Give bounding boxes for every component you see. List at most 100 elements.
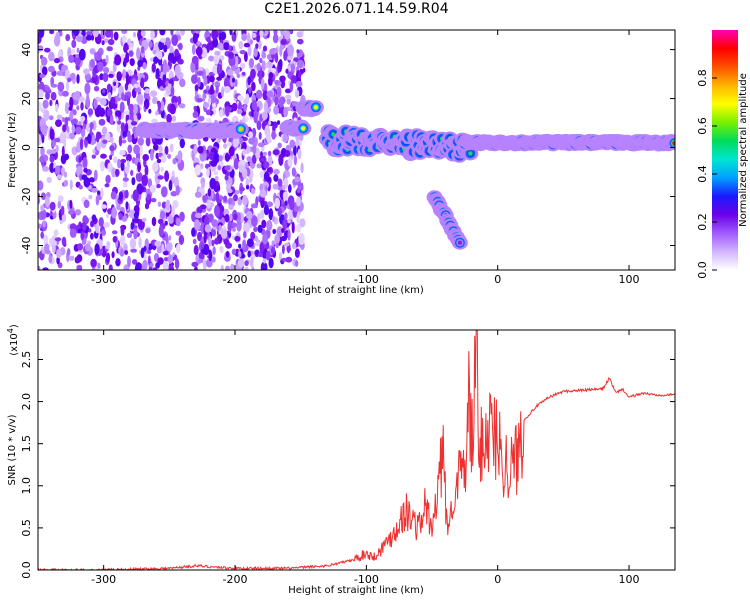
heatmap-cell: [197, 115, 205, 122]
heatmap-cell: [169, 103, 176, 115]
heatmap-cell: [214, 237, 220, 245]
heatmap-cell: [270, 246, 276, 255]
heatmap-cell: [217, 63, 223, 75]
heatmap-cell: [118, 212, 123, 221]
heatmap-cell: [122, 69, 127, 79]
heatmap-cell: [194, 266, 198, 270]
heatmap-cell: [81, 174, 88, 181]
heatmap-cell: [150, 30, 155, 41]
colorbar-tick-label: 0.8: [696, 69, 709, 87]
heatmap-cell: [125, 73, 130, 86]
heatmap-cell: [294, 176, 301, 183]
heatmap-cell: [93, 98, 98, 110]
heatmap-cell: [251, 187, 256, 195]
heatmap-cell: [160, 166, 164, 172]
heatmap-cell: [72, 92, 78, 100]
heatmap-cell: [83, 167, 88, 173]
heatmap-cell: [248, 131, 254, 139]
heatmap-cell: [242, 239, 247, 250]
heatmap-cell: [111, 207, 117, 219]
heatmap-cell: [297, 148, 302, 160]
heatmap-cell: [68, 54, 75, 64]
heatmap-cell: [191, 227, 196, 237]
heatmap-cell: [156, 183, 161, 189]
heatmap-cell: [244, 266, 249, 270]
heatmap-cell: [226, 141, 232, 147]
heatmap-cell: [278, 251, 283, 261]
heatmap-cell: [178, 103, 186, 109]
page-title: C2E1.2026.071.14.59.R04: [264, 1, 449, 17]
heatmap-cell: [164, 220, 168, 226]
heatmap-cell: [289, 139, 296, 149]
heatmap-cell: [276, 120, 281, 125]
heatmap-cell: [291, 75, 297, 84]
heatmap-cell: [161, 243, 165, 254]
heatmap-cell: [245, 93, 250, 103]
heatmap-cell: [275, 242, 279, 249]
heatmap-cell: [144, 164, 149, 177]
heatmap-cell: [102, 89, 106, 94]
heatmap-cell: [256, 106, 260, 113]
heatmap-cell: [115, 110, 122, 117]
heatmap-cell: [109, 154, 113, 160]
heatmap-cell: [251, 81, 256, 92]
heatmap-cell: [287, 229, 291, 241]
heatmap-cell: [209, 177, 217, 190]
heatmap-cell: [121, 215, 128, 222]
heatmap-cell: [96, 131, 102, 140]
heatmap-cell: [279, 75, 286, 83]
heatmap-cell: [97, 61, 104, 72]
heatmap-cell: [253, 226, 258, 232]
heatmap-cell: [211, 30, 219, 40]
heatmap-cell: [190, 61, 196, 73]
heatmap-cell: [225, 250, 230, 258]
heatmap-cell: [285, 94, 292, 100]
heatmap-cell: [213, 186, 219, 193]
heatmap-cell: [103, 222, 110, 228]
heatmap-cell: [273, 168, 280, 175]
heatmap-cell: [216, 76, 223, 81]
heatmap-cell: [88, 216, 93, 222]
heatmap-cell: [63, 179, 69, 187]
heatmap-cell: [38, 223, 42, 229]
heatmap-cell: [92, 30, 99, 38]
heatmap-cell: [69, 111, 74, 121]
heatmap-cell: [129, 238, 137, 250]
heatmap-cell: [145, 227, 151, 234]
heatmap-cell: [272, 149, 280, 156]
heatmap-cell: [175, 243, 181, 254]
heatmap-cell: [164, 170, 170, 182]
heatmap-cell: [208, 249, 213, 262]
heatmap-cell: [178, 234, 185, 245]
heatmap-cell: [164, 257, 169, 262]
heatmap-cell: [116, 71, 122, 82]
heatmap-cell: [89, 122, 94, 130]
heatmap-cell: [150, 198, 157, 203]
heatmap-cell: [268, 257, 274, 269]
heatmap-cell: [259, 170, 265, 179]
heatmap-cell: [223, 195, 228, 203]
heatmap-cell: [80, 230, 85, 241]
heatmap-cell: [223, 238, 230, 246]
snr-frame: [37, 329, 676, 571]
heatmap-cell: [80, 115, 86, 122]
colorbar-gradient: [712, 30, 738, 270]
heatmap-cell: [135, 171, 143, 182]
heatmap-cell: [151, 63, 156, 73]
heatmap-cell: [54, 237, 62, 242]
y-tick-label: 0.5: [20, 519, 33, 537]
heatmap-cell: [72, 109, 77, 116]
heatmap-cell: [152, 161, 159, 173]
heatmap-cell: [298, 233, 305, 245]
heatmap-cell: [142, 259, 148, 270]
heatmap-cell: [135, 87, 142, 93]
heatmap-cell: [245, 211, 253, 220]
heatmap-cell: [42, 267, 49, 270]
heatmap-cell: [170, 30, 174, 36]
heatmap-cell: [165, 242, 173, 252]
heatmap-cell: [125, 153, 132, 162]
heatmap-cell: [87, 133, 92, 145]
heatmap-cell: [48, 51, 55, 62]
heatmap-cell: [261, 52, 267, 59]
heatmap-cell: [142, 154, 149, 161]
